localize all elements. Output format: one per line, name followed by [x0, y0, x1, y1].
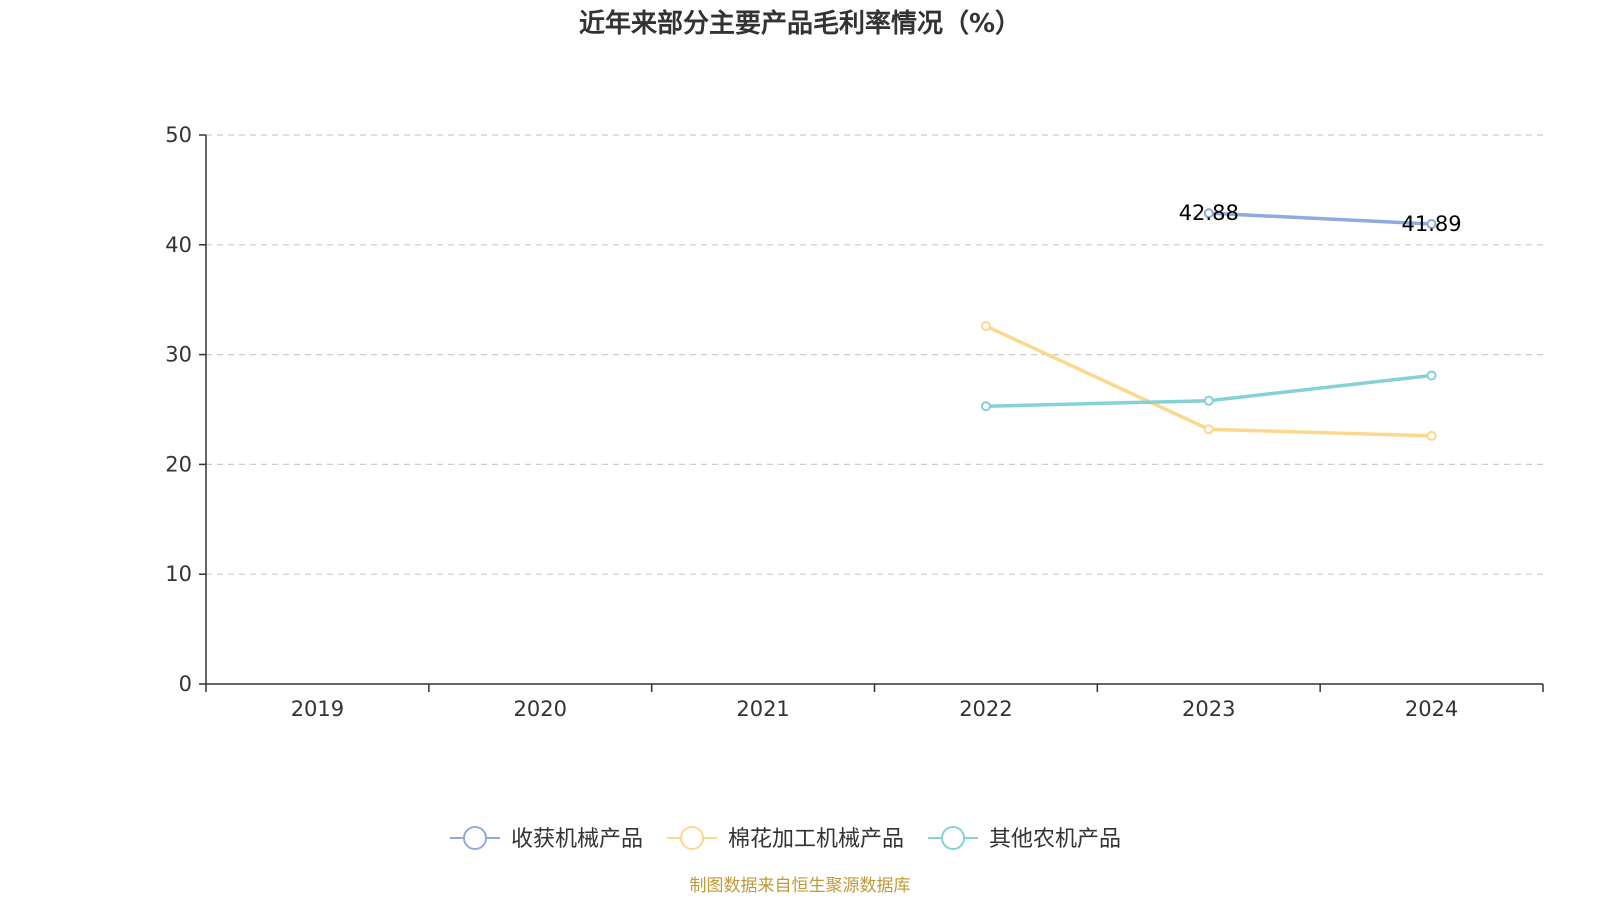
data-point[interactable]: [1203, 424, 1214, 435]
legend-label: 收获机械产品: [511, 827, 643, 852]
legend-circle-marker: [680, 826, 705, 850]
data-label: 42.88: [1179, 201, 1239, 225]
legend-label: 棉花加工机械产品: [728, 827, 904, 852]
x-tick-label: 2021: [736, 697, 789, 721]
data-labels: 42.88 41.89: [1179, 201, 1462, 236]
chart-title: 近年来部分主要产品毛利率情况（%）: [579, 8, 1021, 39]
x-tick-label: 2019: [291, 697, 344, 721]
data-point[interactable]: [1426, 219, 1437, 230]
legend-item[interactable]: 收获机械产品: [450, 826, 643, 852]
data-point[interactable]: [980, 401, 991, 412]
y-tick-label: 0: [179, 672, 192, 696]
legend-circle-marker: [463, 826, 487, 850]
x-tick-label: 2022: [959, 697, 1012, 721]
data-point[interactable]: [1203, 208, 1214, 219]
y-tick-label: 10: [165, 562, 192, 586]
series-lines: [980, 208, 1437, 441]
data-point[interactable]: [980, 321, 991, 332]
series-line: [984, 324, 1434, 438]
x-tick-label: 2023: [1182, 697, 1235, 721]
source-note: 制图数据来自恒生聚源数据库: [690, 876, 911, 896]
y-tick-label: 50: [165, 123, 192, 147]
data-point[interactable]: [1203, 395, 1214, 406]
data-label: 41.89: [1402, 212, 1462, 236]
data-point[interactable]: [1426, 430, 1437, 441]
data-point[interactable]: [1426, 370, 1437, 381]
axes: 0 10 20 30 40 50 2019 2020 2021 2022 2023 2024: [165, 123, 1544, 721]
legend[interactable]: 收获机械产品 棉花加工机械产品 其他农机产品: [450, 826, 1121, 852]
y-tick-label: 20: [165, 452, 192, 476]
y-tick-label: 30: [165, 343, 192, 367]
x-tick-label: 2024: [1405, 697, 1458, 721]
legend-circle-marker: [941, 826, 966, 850]
y-tick-label: 40: [165, 233, 192, 257]
legend-item[interactable]: 其他农机产品: [928, 826, 1121, 852]
x-tick-label: 2020: [514, 697, 567, 721]
grid-lines: [206, 134, 1543, 575]
legend-label: 其他农机产品: [989, 827, 1121, 852]
legend-item[interactable]: 棉花加工机械产品: [667, 826, 904, 852]
series-line: [1207, 211, 1434, 226]
